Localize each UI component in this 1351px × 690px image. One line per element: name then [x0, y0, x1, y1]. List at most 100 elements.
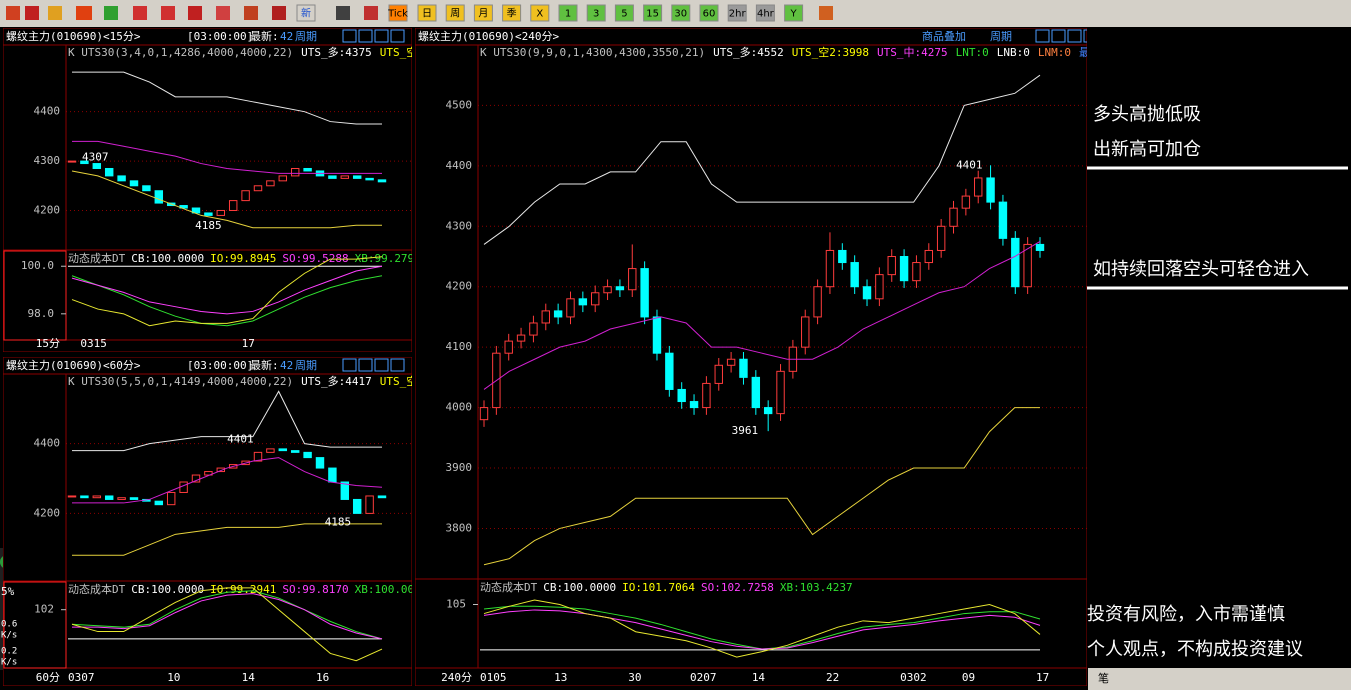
icon[interactable] [244, 6, 258, 20]
candle-body [479, 407, 489, 421]
overlay-link[interactable]: 商品叠加 [922, 29, 966, 43]
toolbar-button[interactable] [502, 4, 522, 22]
toolbar-button-label[interactable]: 周 [450, 8, 460, 20]
candle-body [216, 467, 226, 473]
icon[interactable] [48, 6, 62, 20]
toolbar-button-label[interactable]: Y [790, 9, 798, 20]
toolbar-button[interactable] [727, 4, 747, 22]
nav-button[interactable] [390, 29, 405, 43]
icon[interactable] [104, 6, 118, 20]
candle-body [776, 370, 785, 415]
icon[interactable] [819, 6, 833, 20]
candle-body [912, 262, 921, 282]
toolbar-button[interactable] [755, 4, 775, 22]
param-text: K UTS30(9,9,0,1,4300,4300,3550,21) [480, 46, 705, 59]
icon[interactable] [272, 6, 286, 20]
nav-button[interactable] [342, 29, 357, 43]
icon[interactable] [336, 6, 350, 20]
icon[interactable] [6, 6, 20, 20]
candle-body [67, 160, 77, 163]
chart-panel: 螺纹主力(010690)<60分> [03:00:00]最新: 42 周期K UTS3… [3, 357, 412, 686]
icon[interactable] [133, 6, 147, 20]
toolbar-button[interactable] [699, 4, 719, 22]
low-label: 3961 [732, 424, 759, 437]
toolbar-button[interactable] [473, 4, 493, 22]
indicator-header: 动态成本DT [480, 580, 538, 594]
toolbar-button-label[interactable]: 季 [507, 8, 517, 20]
candle-body [1035, 243, 1045, 251]
band-line [483, 74, 1041, 245]
indicator-header: 动态成本DT [68, 251, 126, 265]
icon[interactable] [364, 6, 378, 20]
date-label: 0207 [690, 671, 717, 684]
candle-body [204, 212, 213, 216]
toolbar-button[interactable] [614, 4, 634, 22]
candle-body [825, 249, 835, 288]
candle-body [763, 407, 773, 415]
toolbar-button[interactable] [417, 4, 437, 22]
candle-body [253, 451, 263, 462]
nav-button[interactable] [1067, 29, 1082, 43]
panel-title: 螺纹主力(010690)<240分> [418, 29, 559, 43]
toolbar-button-label[interactable]: 30 [674, 9, 687, 20]
toolbar-button-label[interactable]: 15 [646, 9, 659, 20]
nav-button[interactable] [358, 29, 373, 43]
toolbar-button-label[interactable]: 1 [565, 9, 571, 20]
toolbar-button[interactable] [558, 4, 578, 22]
toolbar-button-label[interactable]: 60 [703, 9, 716, 20]
toolbar-button[interactable] [296, 4, 316, 22]
nav-button[interactable] [1035, 29, 1050, 43]
period-link[interactable]: 周期 [295, 359, 317, 372]
candle-body [67, 495, 77, 498]
icon[interactable] [161, 6, 175, 20]
nav-button[interactable] [390, 358, 405, 372]
toolbar-button-label[interactable]: 月 [478, 8, 488, 20]
nav-button[interactable] [358, 358, 373, 372]
candle-body [590, 292, 600, 306]
toolbar-button-label[interactable]: 3 [593, 9, 599, 20]
icon[interactable] [76, 6, 92, 20]
candle-body [516, 334, 526, 342]
candle-body [278, 175, 288, 182]
icon[interactable] [25, 6, 39, 20]
toolbar-button[interactable] [671, 4, 691, 22]
indicator-line [71, 265, 383, 315]
toolbar-button[interactable] [643, 4, 663, 22]
icon[interactable] [188, 6, 202, 20]
toolbar-button[interactable] [388, 4, 408, 22]
nav-button[interactable] [374, 358, 389, 372]
candle-body [365, 177, 374, 181]
nav-button[interactable] [342, 358, 357, 372]
period-link[interactable]: 周期 [990, 30, 1012, 43]
chart-panel: 螺纹主力(010690)<15分> [03:00:00]最新: 42 周期K UTS3… [3, 28, 412, 352]
interval-label: 60分 [36, 671, 60, 684]
toolbar-button-label[interactable]: 日 [422, 9, 432, 20]
toolbar-button-label[interactable]: 5 [621, 9, 627, 20]
candle-body [924, 249, 934, 264]
toolbar-button[interactable] [445, 4, 465, 22]
nav-button[interactable] [374, 29, 389, 43]
toolbar-button[interactable] [784, 4, 804, 22]
nav-button[interactable] [1083, 29, 1097, 43]
overlay-text: 5% [1, 585, 15, 598]
toolbar-button-label[interactable]: 4hr [757, 9, 775, 20]
indicator-header: IO:99.8945 [210, 252, 276, 265]
period-link[interactable]: 周期 [295, 30, 317, 43]
toolbar-button[interactable] [530, 4, 550, 22]
toolbar-button-label[interactable]: 2hr [729, 9, 747, 20]
toolbar-button[interactable] [586, 4, 606, 22]
candle-body [813, 286, 822, 318]
candle-body [328, 467, 337, 483]
panel-title: 螺纹主力(010690)<60分> [6, 358, 141, 372]
indicator-line [71, 587, 383, 662]
candle-body [278, 448, 288, 452]
candle-body [949, 207, 958, 227]
candle-body [154, 190, 164, 204]
nav-button[interactable] [1051, 29, 1066, 43]
toolbar-button-label[interactable]: Tick [387, 9, 408, 20]
icon[interactable] [216, 6, 230, 20]
toolbar-button-label[interactable]: X [536, 9, 543, 20]
toolbar-button-label[interactable]: 新 [301, 7, 311, 20]
candle-body [1011, 237, 1020, 288]
